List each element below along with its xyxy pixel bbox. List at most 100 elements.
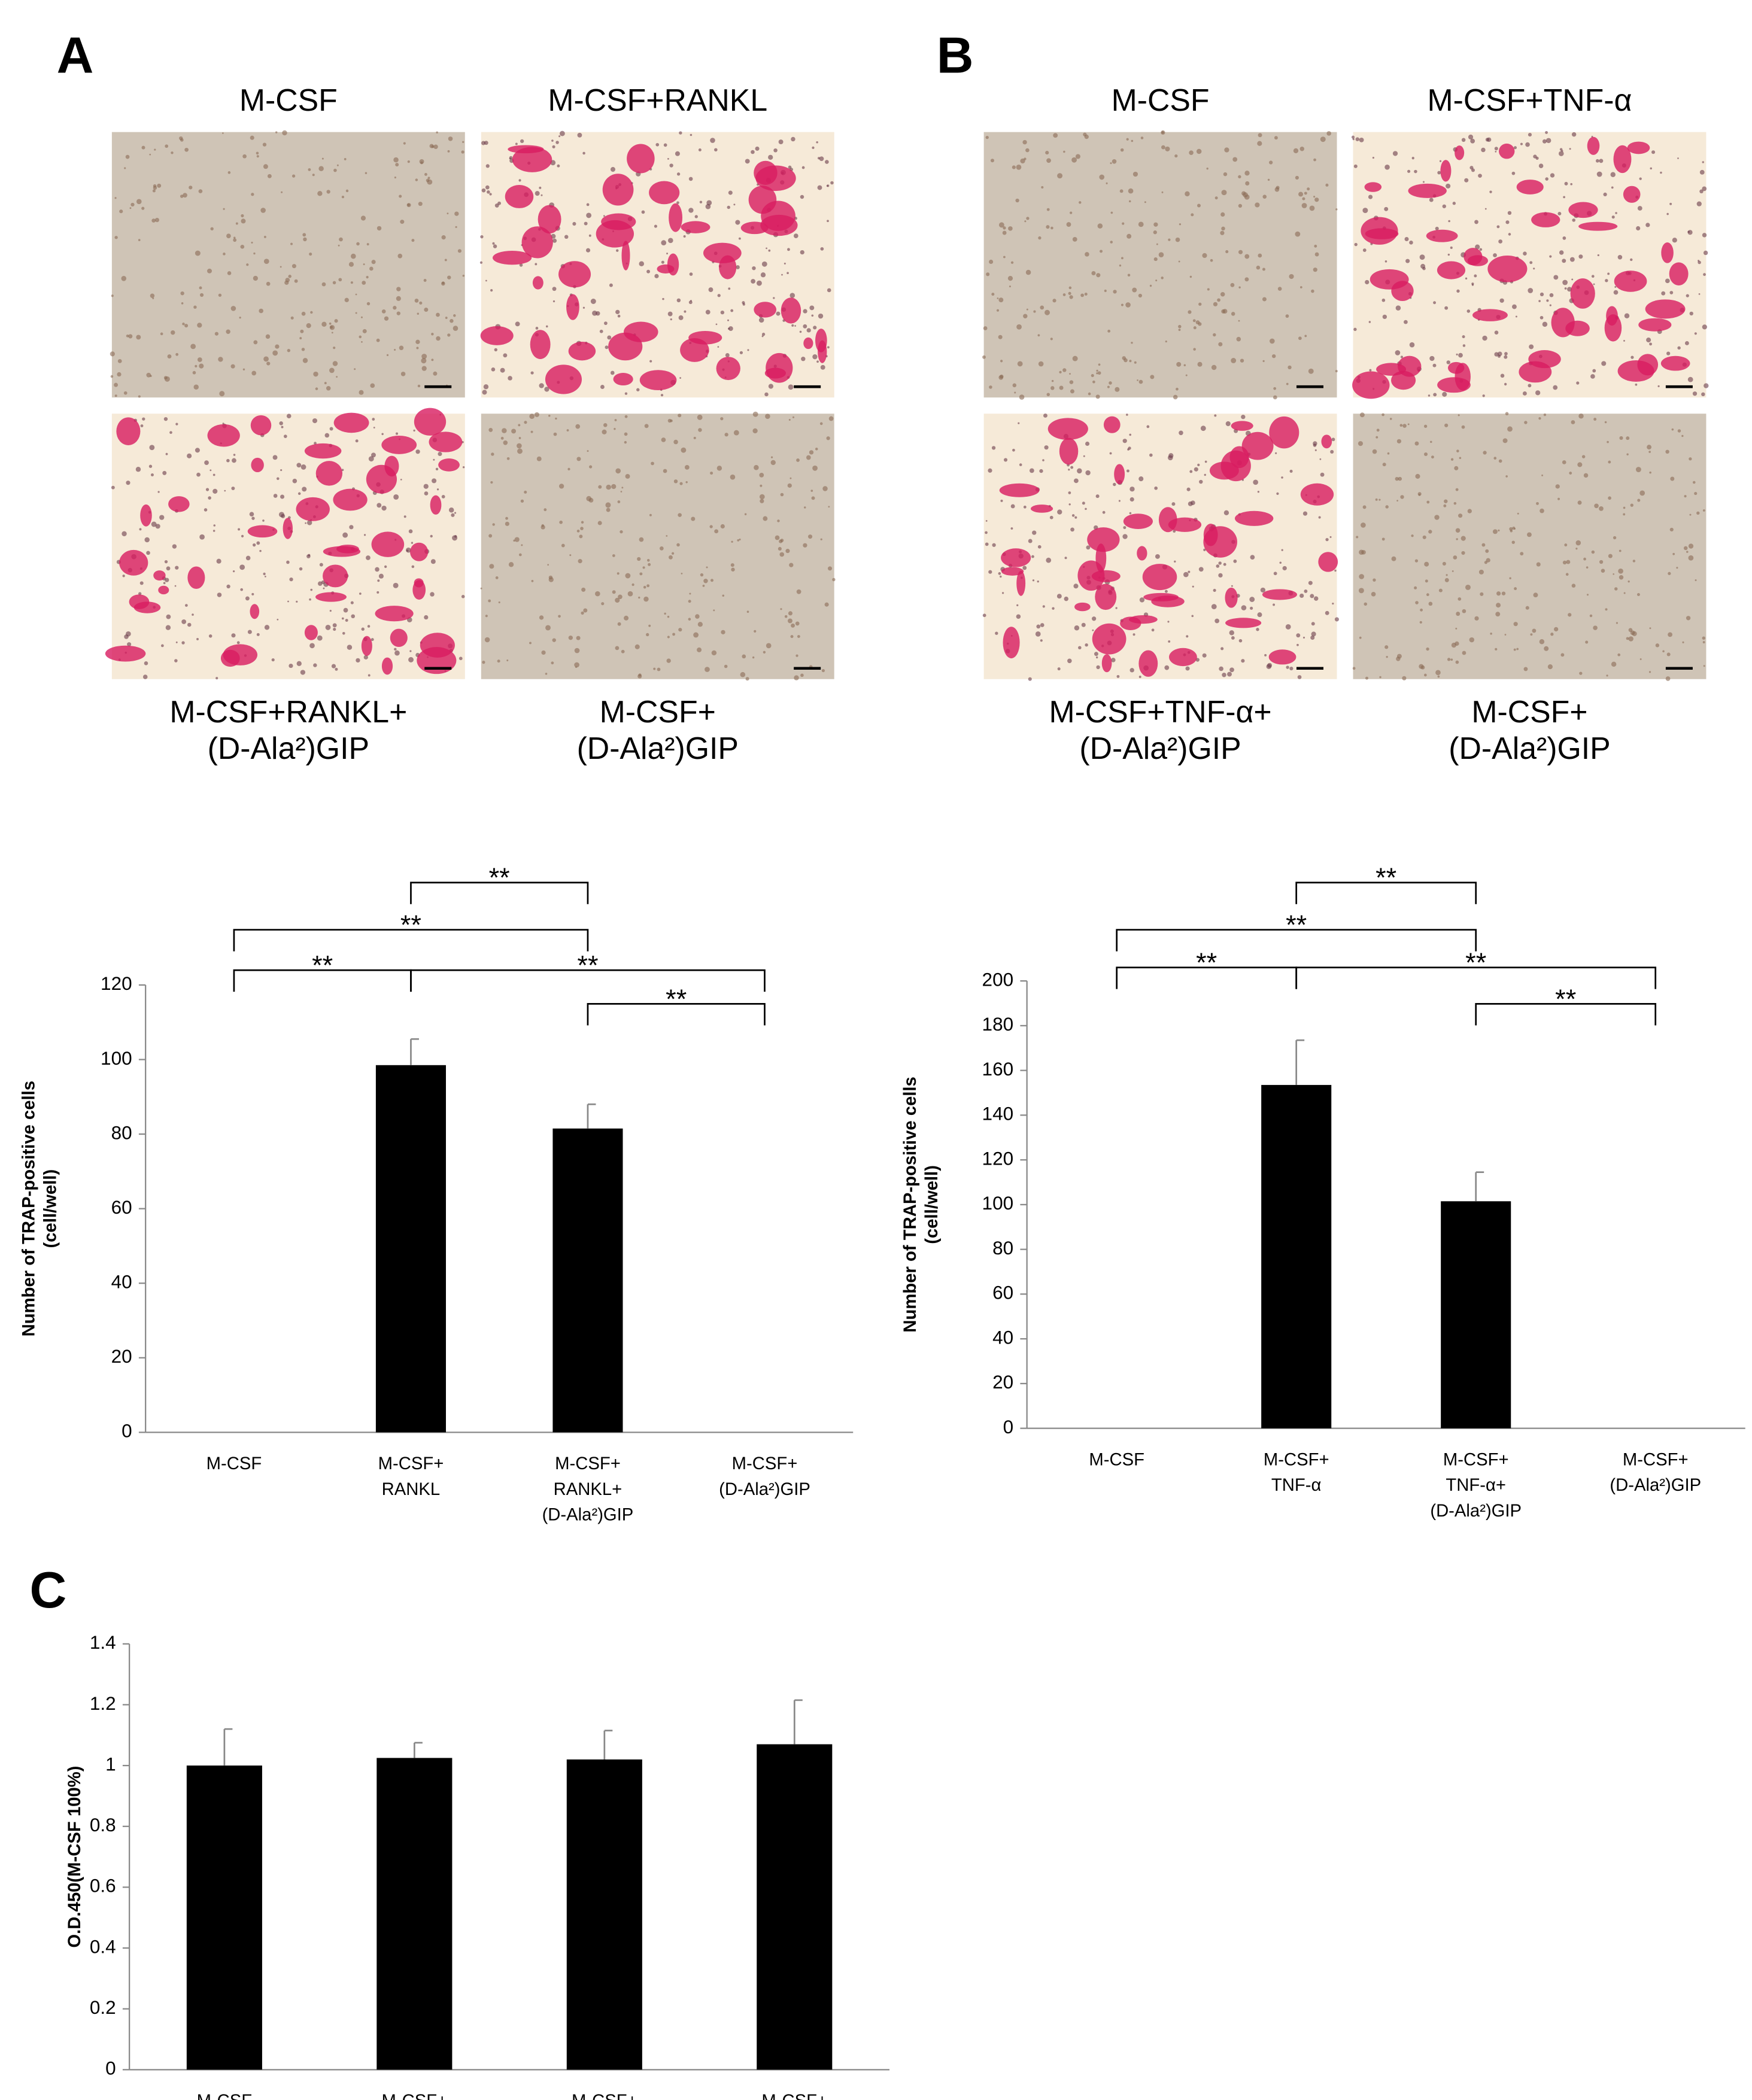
cell-dot xyxy=(266,281,271,286)
y-tick-label: 140 xyxy=(982,1103,1014,1125)
cell-dot xyxy=(1495,612,1501,617)
cell-dot xyxy=(363,534,366,536)
cell-dot xyxy=(720,310,725,315)
cell-dot xyxy=(363,263,365,266)
cell-dot xyxy=(488,534,493,538)
cell-dot xyxy=(600,385,605,389)
cell-dot xyxy=(1422,535,1426,539)
cell-dot xyxy=(393,306,397,310)
cell-dot xyxy=(1571,278,1574,281)
cell-dot xyxy=(119,209,123,214)
cell-dot xyxy=(1137,379,1138,381)
cell-dot xyxy=(333,347,336,350)
cell-dot xyxy=(1289,666,1293,671)
cell-dot xyxy=(1381,537,1385,541)
cell-dot xyxy=(1019,394,1025,400)
cell-dot xyxy=(171,151,174,154)
cell-dot xyxy=(1085,441,1090,446)
cell-dot xyxy=(219,391,225,397)
cell-dot xyxy=(1131,139,1134,142)
cell-dot xyxy=(1411,157,1414,160)
cell-dot xyxy=(1575,540,1581,546)
cell-dot xyxy=(1623,339,1625,342)
cell-dot xyxy=(1527,532,1532,537)
significance-bracket xyxy=(1116,929,1477,952)
cell-dot xyxy=(1281,549,1283,551)
cell-dot xyxy=(1165,146,1170,151)
cell-dot xyxy=(239,317,241,319)
cell-dot xyxy=(624,615,629,621)
cell-dot xyxy=(461,595,465,598)
cell-dot xyxy=(1376,428,1380,432)
cell-dot xyxy=(681,573,683,575)
cell-dot xyxy=(218,293,222,297)
cell-dot xyxy=(1241,191,1246,196)
cell-dot xyxy=(1396,439,1402,444)
cell-dot xyxy=(1616,622,1619,624)
x-tick-label: M-CSF xyxy=(197,2092,253,2100)
cell-dot xyxy=(394,650,400,656)
cell-dot xyxy=(1245,181,1250,186)
cell-dot xyxy=(1630,258,1633,262)
cell-dot xyxy=(671,552,675,555)
cell-dot xyxy=(1329,536,1332,538)
cell-dot xyxy=(447,150,450,153)
cell-dot xyxy=(1088,392,1091,396)
cell-dot xyxy=(497,201,502,205)
cell-dot xyxy=(1509,577,1511,579)
cell-dot xyxy=(1091,271,1096,276)
cell-dot xyxy=(1532,628,1537,633)
y-tick-label: 0.8 xyxy=(90,1814,116,1835)
cell-dot xyxy=(1702,509,1705,512)
cell-dot xyxy=(241,218,246,224)
cell-dot xyxy=(1448,220,1450,223)
cell-dot xyxy=(1012,383,1017,388)
cell-dot xyxy=(457,249,462,253)
cell-dot xyxy=(1562,236,1566,240)
cell-dot xyxy=(1365,676,1369,680)
cell-dot xyxy=(195,448,200,453)
cell-dot xyxy=(1313,196,1316,198)
cell-dot xyxy=(351,253,356,259)
cell-dot xyxy=(781,273,783,276)
cell-dot xyxy=(551,139,554,142)
cell-dot xyxy=(212,488,218,494)
cell-dot xyxy=(323,587,325,589)
cell-dot xyxy=(828,416,834,421)
y-tick-label: 120 xyxy=(101,972,132,994)
cell-dot xyxy=(676,298,681,303)
cell-dot xyxy=(1433,393,1437,397)
cell-dot xyxy=(263,572,266,576)
significance-bracket xyxy=(1295,967,1657,989)
cell-dot xyxy=(1686,551,1689,553)
cell-dot xyxy=(681,447,687,453)
cell-dot xyxy=(209,469,212,472)
cell-dot xyxy=(1320,136,1326,142)
cell-dot xyxy=(1149,284,1152,287)
cell-dot xyxy=(1042,459,1044,461)
cell-dot xyxy=(539,186,542,189)
cell-dot xyxy=(503,440,508,445)
cell-dot xyxy=(1128,446,1131,450)
cell-dot xyxy=(394,349,396,351)
cell-dot xyxy=(433,371,438,376)
cell-dot xyxy=(1442,204,1446,208)
cell-dot xyxy=(1358,588,1364,594)
cell-dot xyxy=(518,553,522,557)
cell-dot xyxy=(1258,253,1262,258)
cell-dot xyxy=(649,513,652,516)
cell-dot xyxy=(649,360,652,363)
cell-dot xyxy=(1428,530,1432,534)
cell-dot xyxy=(344,297,349,302)
cell-dot xyxy=(1402,424,1407,428)
cell-dot xyxy=(1672,238,1677,243)
cell-dot xyxy=(1553,275,1559,280)
y-tick-label: 40 xyxy=(992,1326,1013,1348)
cell-dot xyxy=(430,559,436,564)
cell-dot xyxy=(122,575,125,578)
cell-dot xyxy=(1289,469,1293,473)
cell-dot xyxy=(482,661,485,664)
cell-dot xyxy=(648,624,651,627)
cell-dot xyxy=(1223,563,1226,566)
cell-dot xyxy=(181,641,185,645)
